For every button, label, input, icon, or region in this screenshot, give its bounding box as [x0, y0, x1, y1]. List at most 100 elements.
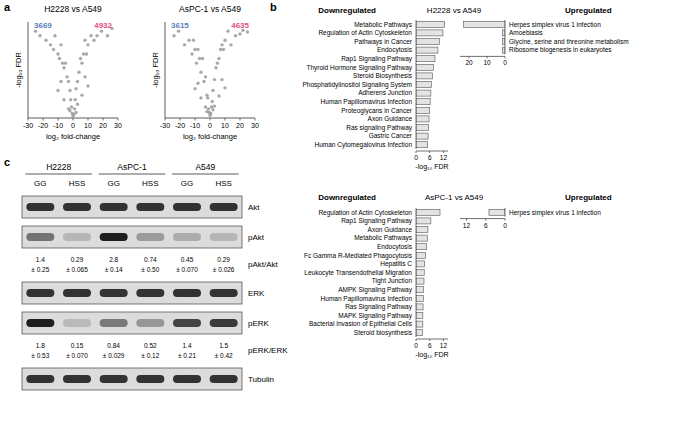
band	[26, 289, 54, 297]
x-axis-label: log₂ fold-change	[46, 132, 100, 141]
x-axis-label: log₂ fold-change	[183, 132, 237, 141]
point	[199, 71, 202, 74]
point	[213, 104, 216, 107]
quant-value: 0.84	[107, 342, 120, 349]
x-tick	[195, 118, 196, 121]
point	[234, 34, 237, 37]
band	[136, 289, 164, 297]
quant-value: 0.15	[71, 342, 84, 349]
bar-chart: Herpes simplex virus 1 infectionAmoebias…	[460, 6, 629, 66]
x-tick-label: 20	[236, 122, 244, 129]
x-tick	[487, 56, 488, 58]
category-label: Ras Signaling Pathway	[345, 303, 413, 311]
category-label: Steroid biosynthesis	[354, 329, 413, 337]
chart-title: Upregulated	[565, 193, 612, 202]
bar	[416, 47, 438, 53]
point	[220, 78, 223, 81]
group-line	[25, 174, 92, 175]
band	[136, 319, 164, 327]
bar	[416, 330, 423, 336]
x-tick	[180, 118, 181, 121]
point	[74, 111, 77, 114]
x-axis-label: -log₁₀ FDR	[415, 163, 448, 171]
bar	[416, 56, 435, 62]
point	[49, 43, 52, 46]
lane-label: HSS	[69, 179, 85, 188]
x-tick-label: -30	[160, 122, 170, 129]
ratio-label: pERK/ERK	[248, 346, 288, 355]
blot-strip	[22, 282, 242, 304]
category-label: Regulation of Actin Cytoskeleton	[318, 209, 412, 217]
quant-error: ± 0.070	[176, 266, 198, 273]
quant-error: ± 0.026	[213, 266, 235, 273]
point	[201, 57, 204, 60]
category-label: Rap1 Signaling Pathway	[341, 55, 413, 63]
x-tick	[505, 219, 506, 221]
point	[204, 105, 207, 108]
band	[210, 289, 238, 297]
category-label: Axon Guidance	[368, 115, 413, 122]
lane-label: HSS	[215, 179, 231, 188]
quant-error: ± 0.42	[215, 352, 233, 359]
x-tick-label: 0	[503, 222, 507, 229]
quant-value: 0.45	[181, 256, 194, 263]
point	[80, 61, 83, 64]
band	[210, 375, 238, 383]
bar-chart: Regulation of Actin CytoskeletonRap1 Sig…	[304, 193, 484, 359]
bar	[416, 107, 430, 113]
bar	[416, 226, 428, 232]
panel-label: b	[270, 1, 277, 13]
band	[210, 319, 238, 327]
category-label: Hepatitis C	[380, 260, 412, 268]
x-tick-label: 0	[414, 342, 418, 349]
bar	[502, 47, 505, 53]
quant-value: 1.5	[219, 342, 228, 349]
point	[38, 34, 41, 37]
y-axis	[165, 22, 166, 118]
bar	[416, 21, 445, 27]
category-label: Glycine, serine and threonine metabolism	[509, 38, 629, 46]
quant-value: 0.29	[217, 256, 230, 263]
quant-value: 0.29	[71, 256, 84, 263]
quant-value: 1.4	[36, 256, 45, 263]
bar	[416, 38, 439, 44]
row-label: pAkt	[248, 233, 265, 242]
bar	[416, 278, 424, 284]
category-label: Tight Junction	[372, 277, 413, 285]
bar	[416, 312, 423, 318]
quant-error: ± 0.12	[141, 352, 159, 359]
x-tick	[443, 151, 444, 153]
row-label: pERK	[248, 319, 270, 328]
bar	[489, 209, 505, 215]
band	[136, 375, 164, 383]
point	[77, 71, 80, 74]
band	[136, 203, 164, 211]
band	[173, 319, 201, 327]
lane-label: HSS	[142, 179, 158, 188]
x-axis-label: -log₁₀ FDR	[415, 351, 448, 359]
band	[63, 233, 91, 241]
point	[226, 29, 229, 32]
x-tick-label: 0	[208, 122, 212, 129]
x-tick-label: 12	[440, 342, 448, 349]
bar	[416, 321, 423, 327]
volcano-plot: AsPC-1 vs A549-30-20-100102030log₂ fold-…	[151, 4, 259, 141]
point	[73, 107, 76, 110]
group-label: H2228	[46, 162, 71, 172]
x-tick	[240, 118, 241, 121]
band	[210, 233, 238, 241]
bar	[416, 287, 424, 293]
bar	[416, 99, 430, 105]
point	[202, 80, 205, 83]
x-tick-label: 10	[483, 59, 491, 66]
bar	[416, 304, 423, 310]
bars	[416, 21, 445, 147]
panel-label: a	[4, 1, 11, 13]
x-tick-label: 10	[221, 122, 229, 129]
category-label: Human Papillomavirus Infection	[321, 98, 413, 106]
bar	[416, 124, 429, 130]
band	[100, 289, 128, 297]
chart-title: H2228 vs A549	[44, 4, 102, 14]
point	[62, 66, 65, 69]
bar	[464, 21, 505, 27]
